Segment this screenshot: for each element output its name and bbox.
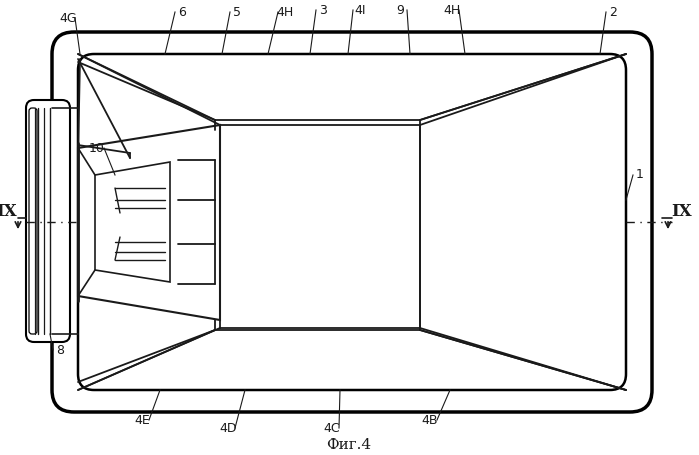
Text: 4H: 4H	[276, 5, 294, 19]
Text: 1: 1	[636, 168, 644, 182]
Text: 6: 6	[178, 5, 186, 19]
Text: 9: 9	[396, 4, 404, 16]
FancyBboxPatch shape	[26, 100, 70, 342]
Text: 5: 5	[233, 5, 241, 19]
Text: 4G: 4G	[59, 11, 77, 25]
FancyBboxPatch shape	[29, 108, 37, 334]
Text: 4D: 4D	[219, 421, 237, 435]
Text: 2: 2	[609, 5, 617, 19]
Text: IX: IX	[0, 203, 17, 221]
Text: 8: 8	[56, 344, 64, 357]
Text: 3: 3	[319, 4, 327, 16]
Text: 4B: 4B	[421, 414, 438, 426]
Text: 10: 10	[89, 142, 105, 155]
FancyBboxPatch shape	[52, 32, 652, 412]
Text: 4C: 4C	[324, 421, 340, 435]
Text: IX: IX	[672, 203, 693, 221]
Text: 4H: 4H	[443, 4, 461, 16]
Text: Фиг.4: Фиг.4	[326, 438, 372, 452]
Text: 4E: 4E	[134, 414, 150, 426]
Text: 4I: 4I	[354, 4, 366, 16]
